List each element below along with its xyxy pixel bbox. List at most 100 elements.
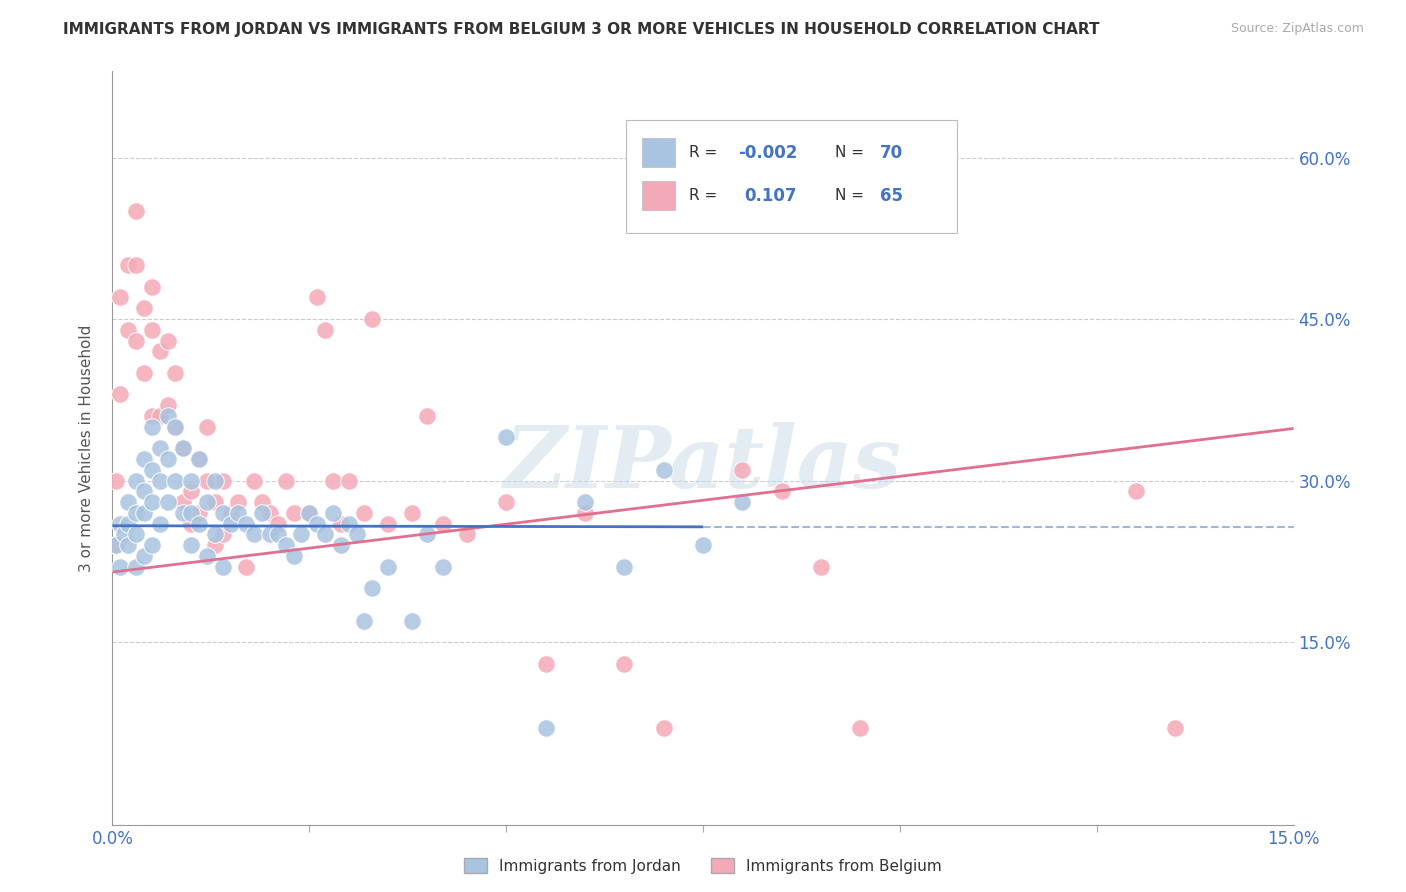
Point	[495, 495, 517, 509]
Point	[149, 516, 172, 531]
Point	[156, 398, 179, 412]
Point	[132, 549, 155, 563]
Point	[172, 506, 194, 520]
Point	[534, 721, 557, 735]
Point	[377, 516, 399, 531]
Text: R =: R =	[689, 188, 727, 203]
Point	[243, 474, 266, 488]
Point	[188, 506, 211, 520]
Point	[125, 527, 148, 541]
Point	[211, 506, 233, 520]
Point	[125, 258, 148, 272]
Point	[149, 409, 172, 423]
Point	[132, 301, 155, 316]
Point	[132, 484, 155, 499]
Point	[104, 538, 127, 552]
Point	[141, 495, 163, 509]
Point	[250, 495, 273, 509]
Point	[195, 419, 218, 434]
Point	[259, 527, 281, 541]
Point	[346, 527, 368, 541]
Point	[188, 452, 211, 467]
Point	[495, 430, 517, 444]
Bar	[641, 138, 675, 167]
Point	[810, 559, 832, 574]
Point	[117, 323, 139, 337]
Point	[652, 721, 675, 735]
Point	[180, 474, 202, 488]
Point	[180, 538, 202, 552]
Point	[377, 559, 399, 574]
Point	[353, 614, 375, 628]
Point	[149, 474, 172, 488]
Point	[141, 463, 163, 477]
Point	[432, 559, 454, 574]
Point	[172, 495, 194, 509]
Point	[188, 516, 211, 531]
Point	[110, 516, 132, 531]
Point	[141, 538, 163, 552]
Point	[298, 506, 321, 520]
Point	[156, 409, 179, 423]
Point	[652, 463, 675, 477]
Point	[731, 463, 754, 477]
Point	[432, 516, 454, 531]
Point	[274, 474, 297, 488]
Point	[353, 506, 375, 520]
Point	[125, 474, 148, 488]
Legend: Immigrants from Jordan, Immigrants from Belgium: Immigrants from Jordan, Immigrants from …	[458, 852, 948, 880]
Point	[195, 549, 218, 563]
Bar	[641, 181, 675, 210]
Text: IMMIGRANTS FROM JORDAN VS IMMIGRANTS FROM BELGIUM 3 OR MORE VEHICLES IN HOUSEHOL: IMMIGRANTS FROM JORDAN VS IMMIGRANTS FRO…	[63, 22, 1099, 37]
Point	[228, 506, 250, 520]
Text: 0.107: 0.107	[744, 186, 797, 205]
Point	[132, 452, 155, 467]
Point	[141, 279, 163, 293]
Point	[235, 559, 257, 574]
Point	[141, 409, 163, 423]
Point	[211, 527, 233, 541]
Point	[125, 334, 148, 348]
Point	[1125, 484, 1147, 499]
Point	[149, 442, 172, 456]
Point	[117, 516, 139, 531]
Point	[250, 506, 273, 520]
Point	[219, 516, 242, 531]
Point	[125, 204, 148, 219]
Point	[322, 474, 344, 488]
Point	[337, 516, 360, 531]
Point	[259, 506, 281, 520]
Point	[574, 506, 596, 520]
Point	[156, 495, 179, 509]
Point	[165, 419, 187, 434]
Point	[165, 419, 187, 434]
Point	[180, 484, 202, 499]
Point	[180, 516, 202, 531]
Point	[456, 527, 478, 541]
Point	[110, 559, 132, 574]
Point	[105, 474, 128, 488]
Point	[283, 506, 305, 520]
Point	[574, 495, 596, 509]
Point	[274, 538, 297, 552]
Point	[329, 538, 352, 552]
Point	[329, 516, 352, 531]
Point	[314, 323, 336, 337]
Point	[307, 516, 329, 531]
Point	[416, 527, 439, 541]
Point	[401, 614, 423, 628]
Point	[243, 527, 266, 541]
Point	[307, 291, 329, 305]
Point	[188, 452, 211, 467]
Text: N =: N =	[835, 145, 869, 161]
Point	[692, 538, 714, 552]
Point	[416, 409, 439, 423]
Text: 65: 65	[880, 186, 903, 205]
Point	[337, 474, 360, 488]
Text: Source: ZipAtlas.com: Source: ZipAtlas.com	[1230, 22, 1364, 36]
Text: -0.002: -0.002	[738, 144, 797, 161]
Point	[534, 657, 557, 671]
Point	[361, 581, 384, 595]
Point	[172, 442, 194, 456]
Point	[219, 506, 242, 520]
